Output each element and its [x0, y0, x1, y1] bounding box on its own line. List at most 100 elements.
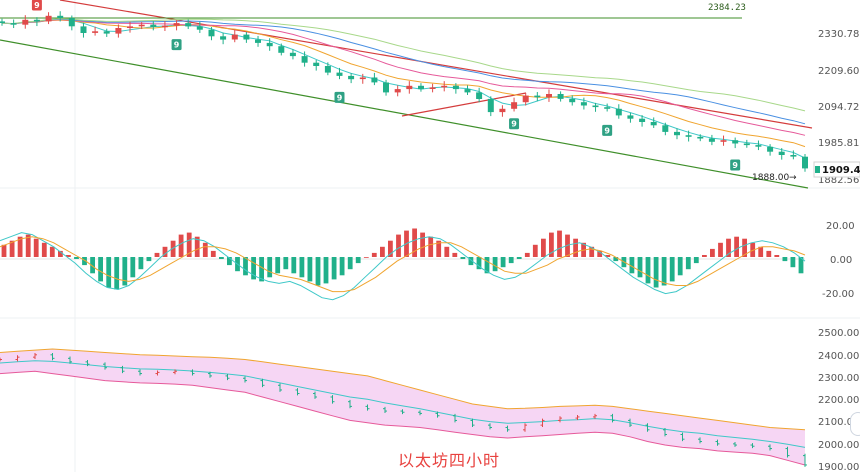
candle-body — [802, 156, 808, 169]
macd-bar — [718, 242, 723, 257]
candle-body — [418, 85, 424, 90]
candle-body — [685, 135, 692, 137]
macd-bar — [170, 240, 176, 257]
candle-body — [208, 29, 215, 37]
sequential-badge: 9 — [31, 0, 42, 11]
candle-body — [441, 85, 448, 88]
candle-body — [255, 39, 261, 43]
macd-bar — [259, 257, 264, 282]
candle-body — [592, 105, 599, 108]
macd-bar — [589, 246, 595, 257]
macd-bar — [758, 246, 764, 257]
macd-bar — [49, 246, 55, 257]
candle-body — [301, 56, 308, 63]
macd-bar — [146, 257, 152, 262]
macd-bar — [380, 246, 385, 257]
sequential-badge: 9 — [602, 124, 613, 136]
macd-bar — [476, 257, 482, 270]
macd-bar — [98, 257, 103, 282]
candle-body — [720, 140, 727, 142]
candle-body — [173, 23, 180, 26]
candle-body — [161, 25, 168, 28]
macd-bar — [202, 242, 208, 257]
scroll-handle[interactable] — [850, 412, 860, 436]
candle-body — [557, 94, 564, 99]
macd-bar — [251, 257, 256, 280]
macd-dif-line — [0, 232, 806, 301]
macd-bar — [363, 257, 369, 258]
macd-bar — [669, 257, 675, 282]
candle-body — [604, 107, 611, 109]
macd-bar — [291, 257, 297, 274]
svg-text:9: 9 — [511, 120, 517, 129]
boll-tick-5: 2000.00 — [818, 440, 859, 451]
svg-text:9: 9 — [337, 93, 343, 102]
macd-bar — [661, 257, 667, 286]
macd-bar — [468, 257, 474, 266]
macd-bar — [186, 232, 192, 257]
bollinger-lower-line — [0, 370, 806, 466]
macd-bar — [275, 257, 281, 274]
candle-body — [138, 24, 145, 27]
candle-body — [57, 15, 64, 19]
macd-bar — [516, 257, 522, 259]
candle-body — [348, 75, 355, 80]
macd-bar — [798, 257, 804, 274]
ma-line-2 — [1, 19, 806, 136]
candle-body — [289, 52, 296, 57]
macd-bar — [734, 236, 739, 257]
svg-text:9: 9 — [174, 41, 180, 50]
macd-bar — [371, 252, 377, 257]
candle-body — [185, 23, 192, 27]
ma-line-4 — [1, 18, 806, 112]
candle-body — [778, 151, 785, 155]
boll-tick-3: 2200.00 — [818, 395, 859, 406]
candle-body — [511, 102, 518, 109]
macd-bar — [541, 238, 546, 257]
macd-bar — [492, 257, 498, 272]
macd-bar — [1, 244, 7, 257]
candle-body — [0, 21, 5, 23]
macd-bar — [25, 234, 31, 257]
candle-body — [266, 42, 273, 47]
candle-body — [278, 46, 285, 53]
macd-bar — [9, 240, 15, 257]
macd-bar — [726, 238, 731, 257]
trend-line-red-upper — [59, 0, 813, 129]
macd-bar — [693, 257, 699, 264]
candle-body — [627, 115, 634, 119]
svg-text:9: 9 — [732, 161, 738, 170]
candle-body — [127, 26, 133, 28]
candle-body — [476, 92, 483, 99]
candle-body — [662, 125, 669, 132]
price-tick-2: 2094.72 — [818, 102, 859, 113]
boll-tick-0: 2500.00 — [818, 328, 859, 339]
candle-body — [615, 108, 622, 116]
macd-tick-2: -20.00 — [822, 289, 854, 300]
current-price-value: 1909.41 — [822, 165, 860, 176]
candle-body — [790, 155, 797, 157]
macd-bar — [283, 257, 289, 270]
macd-bar — [162, 246, 168, 257]
macd-bar — [130, 257, 136, 278]
candle-body — [755, 145, 762, 147]
macd-bar — [444, 246, 450, 257]
svg-text:9: 9 — [604, 126, 610, 135]
macd-bar — [122, 257, 128, 286]
macd-bar — [82, 257, 87, 266]
price-tick-3: 1985.81 — [818, 138, 859, 149]
macd-bar — [452, 252, 458, 257]
price-panel: 2384.23 9 9 9 9 9 9 1888.00 → 2330.78 2209.60… — [0, 0, 860, 189]
svg-text:9: 9 — [34, 1, 40, 10]
macd-histogram — [1, 228, 804, 290]
macd-bar — [428, 236, 434, 257]
candle-body — [697, 136, 704, 139]
low-annotation: 1888.00 — [752, 173, 789, 183]
macd-tick-1: 0.00 — [830, 255, 852, 266]
macd-bar — [33, 238, 39, 257]
current-price-tag — [813, 161, 860, 178]
low-annotation-arrow: → — [789, 173, 797, 183]
macd-bar — [613, 257, 619, 262]
bollinger-bands — [0, 348, 807, 467]
current-price-marker — [815, 166, 820, 173]
